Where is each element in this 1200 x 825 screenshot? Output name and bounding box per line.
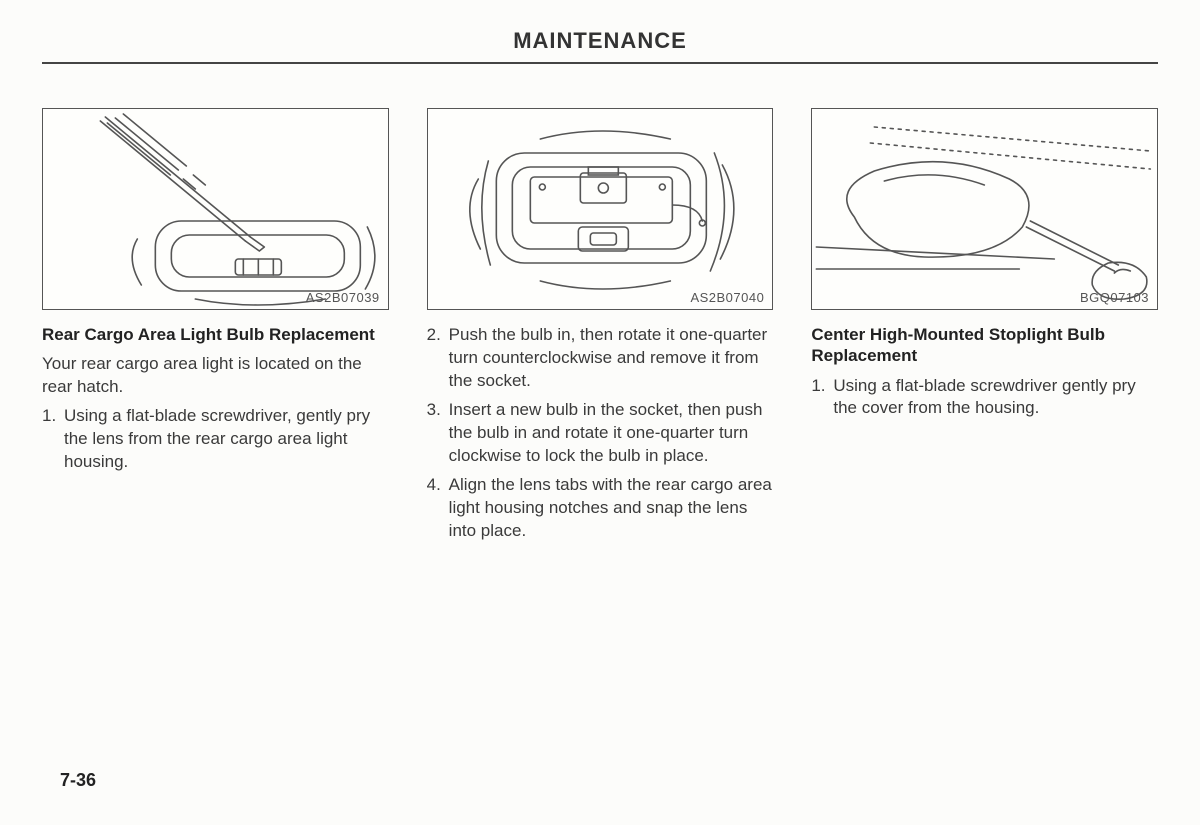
step-list: 2.Push the bulb in, then rotate it one-q…	[427, 324, 774, 542]
illustration-svg	[428, 109, 773, 309]
step-text: Using a flat-blade screwdriver gently pr…	[833, 375, 1158, 421]
illustration-chmsl-pry: BGQ07103	[811, 108, 1158, 310]
manual-page: MAINTENANCE	[0, 0, 1200, 825]
section-heading: Center High-Mounted Stoplight Bulb Repla…	[811, 324, 1158, 367]
step-number: 1.	[42, 405, 64, 474]
page-title: MAINTENANCE	[42, 28, 1158, 64]
step-number: 2.	[427, 324, 449, 393]
step-number: 3.	[427, 399, 449, 468]
step-number: 4.	[427, 474, 449, 543]
section-heading: Rear Cargo Area Light Bulb Replacement	[42, 324, 389, 345]
step-list: 1.Using a flat-blade screwdriver gently …	[811, 375, 1158, 421]
list-item: 3.Insert a new bulb in the socket, then …	[427, 399, 774, 468]
step-list: 1.Using a flat-blade screwdriver, gently…	[42, 405, 389, 474]
step-text: Insert a new bulb in the socket, then pu…	[449, 399, 774, 468]
illustration-svg	[43, 109, 388, 309]
illustration-cargo-light-pry: AS2B07039	[42, 108, 389, 310]
three-column-layout: AS2B07039 Rear Cargo Area Light Bulb Rep…	[42, 108, 1158, 548]
list-item: 1.Using a flat-blade screwdriver, gently…	[42, 405, 389, 474]
column-2: AS2B07040 2.Push the bulb in, then rotat…	[427, 108, 774, 548]
list-item: 4.Align the lens tabs with the rear carg…	[427, 474, 774, 543]
illustration-svg	[812, 109, 1157, 309]
illustration-code: BGQ07103	[1080, 290, 1149, 305]
list-item: 1.Using a flat-blade screwdriver gently …	[811, 375, 1158, 421]
intro-text: Your rear cargo area light is located on…	[42, 353, 389, 399]
column-3: BGQ07103 Center High-Mounted Stoplight B…	[811, 108, 1158, 548]
step-text: Push the bulb in, then rotate it one-qua…	[449, 324, 774, 393]
column-1: AS2B07039 Rear Cargo Area Light Bulb Rep…	[42, 108, 389, 548]
illustration-code: AS2B07040	[690, 290, 764, 305]
illustration-cargo-light-socket: AS2B07040	[427, 108, 774, 310]
list-item: 2.Push the bulb in, then rotate it one-q…	[427, 324, 774, 393]
illustration-code: AS2B07039	[306, 290, 380, 305]
page-number: 7-36	[60, 770, 96, 791]
step-text: Align the lens tabs with the rear cargo …	[449, 474, 774, 543]
step-number: 1.	[811, 375, 833, 421]
step-text: Using a flat-blade screwdriver, gently p…	[64, 405, 389, 474]
